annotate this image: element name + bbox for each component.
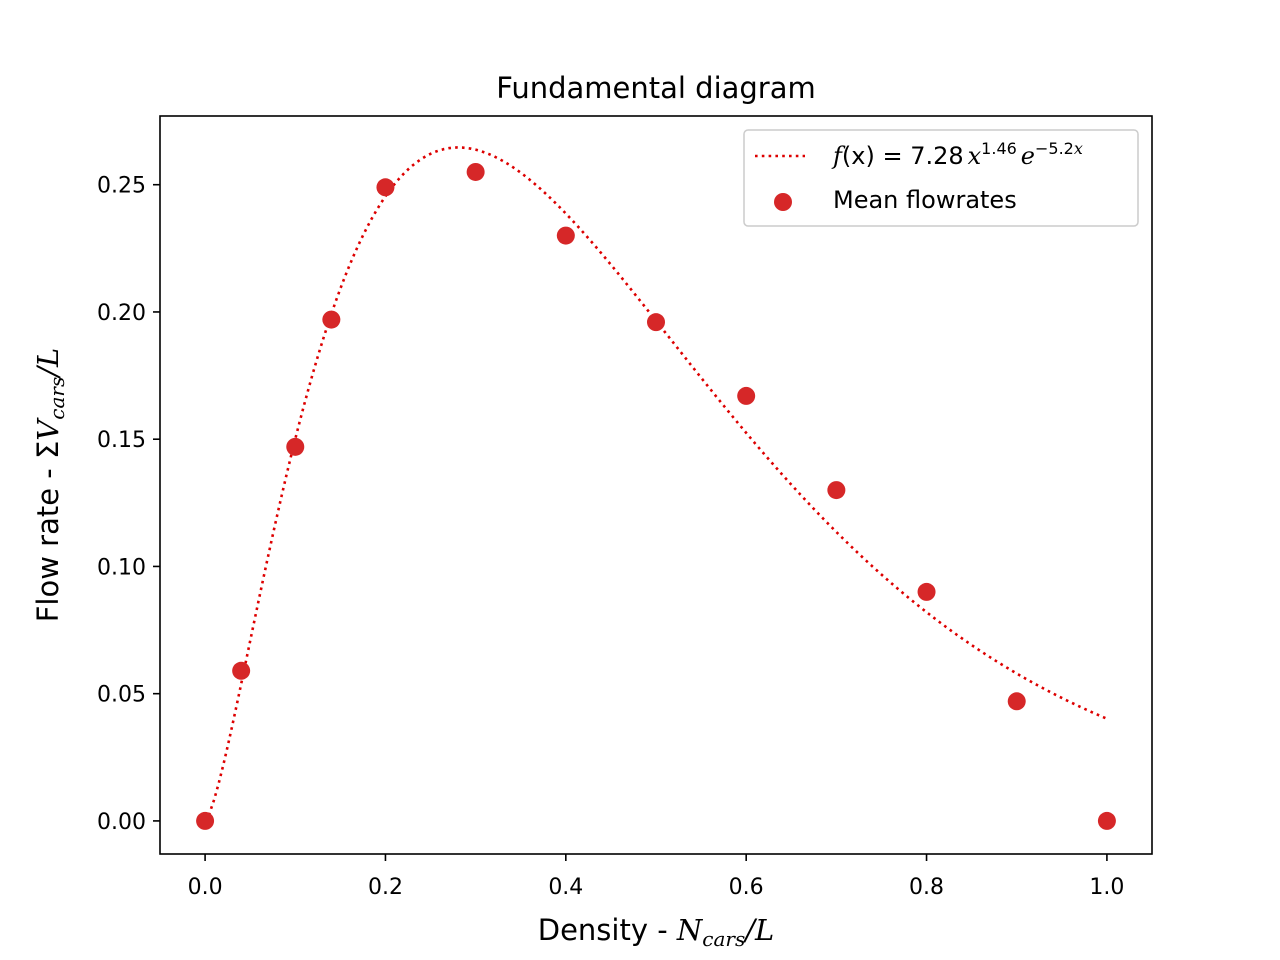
legend-scatter-swatch	[774, 193, 792, 211]
x-tick-label: 1.0	[1089, 875, 1124, 900]
x-tick-label: 0.6	[729, 875, 764, 900]
y-tick-label: 0.05	[97, 683, 146, 708]
x-axis-title-var: N	[676, 913, 704, 947]
legend-fit-label: f(x) = 7.28 x1.46 e−5.2x	[831, 139, 1083, 170]
y-tick-label: 0.25	[97, 174, 146, 199]
y-axis-title-sub: cars	[45, 377, 69, 420]
scatter-point	[466, 162, 485, 181]
y-axis-title-prefix: Flow rate -	[31, 459, 65, 622]
y-tick-label: 0.10	[97, 555, 146, 580]
x-axis-title-suffix: /L	[742, 913, 774, 947]
scatter-points-layer	[196, 162, 1116, 830]
y-axis-title-suffix: /L	[31, 348, 65, 380]
x-axis-title: Density - Ncars/L	[538, 913, 775, 951]
scatter-point	[917, 582, 936, 601]
scatter-point	[286, 437, 305, 456]
scatter-point	[1097, 811, 1116, 830]
chart-title: Fundamental diagram	[496, 71, 816, 105]
legend-scatter-label: Mean flowrates	[833, 186, 1017, 214]
x-axis-ticks: 0.0 0.2 0.4 0.6 0.8 1.0	[188, 854, 1124, 900]
legend-fit-x: x	[968, 142, 982, 170]
x-tick-label: 0.2	[368, 875, 403, 900]
x-axis-title-prefix: Density -	[538, 913, 677, 947]
scatter-point	[322, 310, 341, 329]
legend: f(x) = 7.28 x1.46 e−5.2x Mean flowrates	[743, 129, 1139, 227]
legend-fit-exp2-var: x	[1074, 139, 1083, 158]
scatter-point	[1007, 692, 1026, 711]
y-axis-title-sym: Σ	[31, 441, 65, 459]
scatter-point	[196, 811, 215, 830]
legend-box	[743, 129, 1139, 227]
x-tick-label: 0.4	[548, 875, 583, 900]
y-axis-title: Flow rate - ΣVcars/L	[31, 348, 69, 623]
legend-fit-e: e	[1021, 142, 1035, 170]
y-axis-ticks: 0.00 0.05 0.10 0.15 0.20 0.25	[97, 174, 160, 835]
y-axis-title-var: V	[31, 417, 65, 441]
scatter-point	[376, 178, 395, 197]
scatter-point	[232, 661, 251, 680]
y-tick-label: 0.00	[97, 810, 146, 835]
scatter-point	[647, 313, 665, 332]
scatter-point	[737, 386, 756, 405]
legend-fit-exp2: −5.2	[1035, 139, 1074, 158]
scatter-point	[827, 481, 846, 500]
y-tick-label: 0.20	[97, 301, 146, 326]
plot-frame	[159, 115, 1153, 855]
y-tick-label: 0.15	[97, 428, 146, 453]
x-axis-title-sub: cars	[702, 927, 745, 951]
x-tick-label: 0.0	[188, 875, 223, 900]
legend-fit-arg: (x) = 7.28	[842, 142, 964, 170]
legend-fit-exp1: 1.46	[981, 139, 1017, 158]
x-tick-label: 0.8	[909, 875, 944, 900]
scatter-point	[556, 226, 575, 245]
